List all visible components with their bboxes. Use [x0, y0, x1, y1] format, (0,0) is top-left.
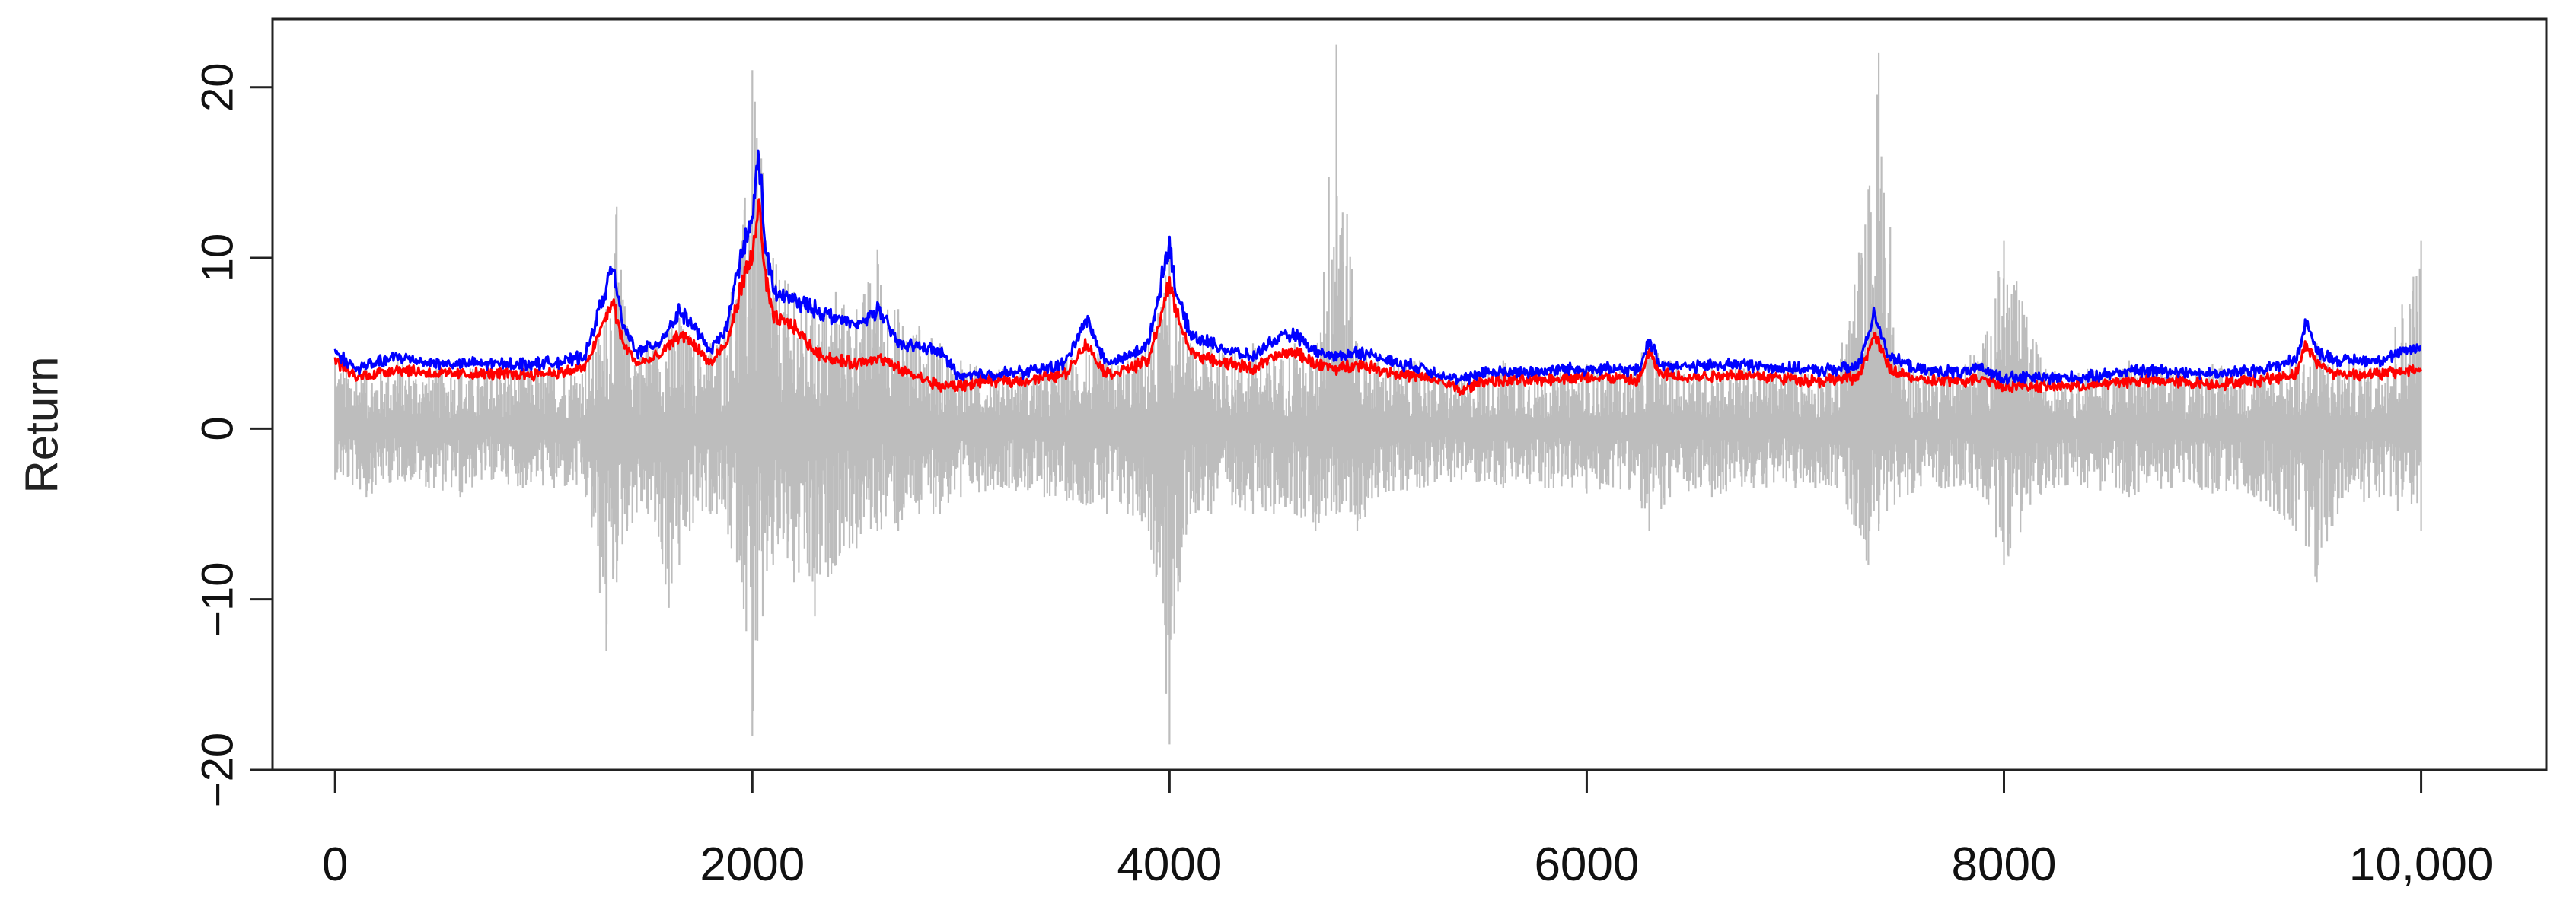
x-tick-label: 6000 — [1534, 838, 1639, 891]
series-red-line — [333, 198, 2423, 396]
x-tick-label: 10,000 — [2349, 838, 2494, 891]
y-tick-label: −10 — [193, 561, 243, 636]
series-blue-line — [333, 149, 2422, 386]
y-tick-label: 20 — [193, 62, 243, 112]
returns-bars — [334, 44, 2422, 745]
y-axis: −20 −10 0 10 20 — [193, 62, 274, 807]
x-axis: 0 2000 4000 6000 8000 10,000 — [322, 768, 2494, 891]
y-tick-label: 0 — [193, 416, 243, 441]
red-line-path — [333, 198, 2423, 396]
y-axis-label: Return — [17, 356, 68, 493]
x-tick-label: 4000 — [1117, 838, 1222, 891]
blue-line-path — [333, 149, 2422, 386]
y-tick-label: −20 — [193, 733, 243, 807]
returns-series — [334, 44, 2422, 745]
x-tick-label: 0 — [322, 838, 348, 891]
x-tick-label: 8000 — [1952, 838, 2057, 891]
x-tick-label: 2000 — [700, 838, 805, 891]
y-tick-label: 10 — [193, 234, 243, 283]
